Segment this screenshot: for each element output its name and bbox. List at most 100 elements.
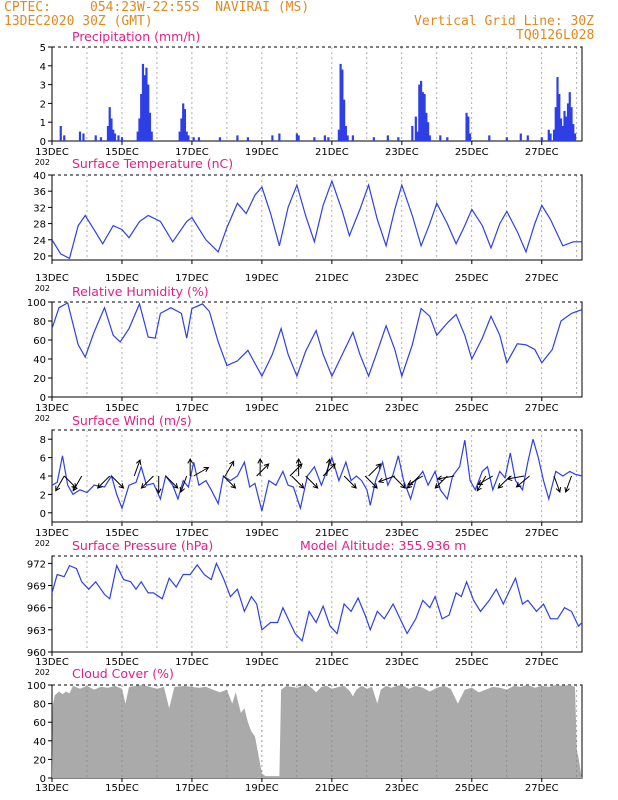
wind-arrow-head	[187, 457, 194, 464]
panel-1-bar	[99, 137, 103, 141]
panel-5-ytick-label: 966	[27, 604, 46, 615]
panel-1-bar	[344, 125, 347, 141]
panel-2-ytick-label: 28	[33, 220, 46, 231]
panel-1-ytick-label: 1	[40, 118, 46, 129]
panel-3-frame	[51, 301, 583, 398]
wind-arrow-head	[434, 483, 441, 489]
header-code: TQ0126L028	[516, 28, 595, 43]
panel-3-xtick-label: 23DEC	[385, 403, 419, 414]
wind-arrow-head	[203, 466, 210, 473]
wind-arrow-shaft	[326, 459, 331, 477]
header-location: 054:23W-22:55S NAVIRAI (MS)	[90, 0, 310, 15]
panel-5-xtick-label: 19DEC	[245, 657, 279, 668]
panel-1-bar	[106, 125, 110, 141]
panel-1-bar	[419, 80, 423, 141]
panel-1-bar	[82, 133, 85, 141]
panel-5-ytick-label: 969	[27, 582, 46, 593]
panel-1-bar	[78, 131, 82, 141]
panel-1-ytick-label: 4	[40, 62, 46, 73]
panel-1-bar	[488, 135, 491, 141]
wind-arrow-head	[400, 483, 406, 489]
panel-6-ytick-label: 20	[33, 755, 46, 766]
panel-1-bar	[108, 107, 111, 141]
panel-1-bar	[185, 131, 188, 141]
wind-arrow-shaft	[305, 475, 319, 489]
panel-1-bar	[295, 133, 298, 141]
panel-1-xtick-label: 19DEC	[245, 147, 279, 158]
panel-4-year-stub: 202	[35, 539, 50, 548]
wind-arrow-shaft	[516, 475, 530, 488]
panel-2-ytick-label: 36	[33, 187, 46, 198]
panel-1-bar	[397, 137, 400, 141]
wind-arrow-head	[375, 463, 382, 469]
wind-arrow-head	[118, 483, 125, 489]
wind-arrow-shaft	[378, 475, 396, 483]
panel-4-xtick-label: 19DEC	[245, 528, 279, 539]
wind-arrow-head	[506, 475, 513, 482]
panel-5-title: Surface Pressure (hPa)	[72, 538, 213, 553]
panel-5-series-line	[51, 561, 583, 643]
panel-5-note: Model Altitude: 355.936 m	[300, 538, 466, 553]
panel-4-title: Surface Wind (m/s)	[72, 413, 192, 428]
panel-4-ytick-label: 2	[40, 490, 46, 501]
panel-1-xtick-label: 23DEC	[385, 147, 419, 158]
wind-arrow-shaft	[343, 475, 357, 489]
panel-4-series-line	[51, 439, 583, 512]
wind-arrow-head	[55, 485, 61, 492]
panel-2-xtick-label: 15DEC	[105, 273, 139, 284]
wind-arrow-head	[230, 483, 237, 489]
panel-1-bar	[505, 137, 508, 141]
panel-2-xtick-label: 21DEC	[315, 273, 349, 284]
panel-1-bar	[467, 116, 470, 141]
panel-1-xtick-label: 21DEC	[315, 147, 349, 158]
panel-4-xtick-label: 23DEC	[385, 528, 419, 539]
panel-3-xtick-label: 15DEC	[105, 403, 139, 414]
wind-arrow-shaft	[141, 475, 154, 489]
panel-4-xtick-label: 15DEC	[105, 528, 139, 539]
panel-1-bar	[120, 137, 124, 141]
panel-1-bar	[136, 131, 139, 141]
wind-arrow-head	[140, 483, 147, 489]
panel-1-bar	[236, 135, 239, 141]
panel-1-bar	[341, 69, 344, 141]
panel-2-ytick-label: 20	[33, 252, 46, 263]
panel-6-xtick-label: 23DEC	[385, 783, 419, 794]
panel-4-xtick-label: 27DEC	[525, 528, 559, 539]
panel-2-xtick-label: 17DEC	[175, 273, 209, 284]
panel-1-bar	[565, 116, 568, 141]
wind-arrow-shaft	[553, 475, 561, 493]
panel-1-bar	[180, 118, 183, 141]
wind-arrow-head	[326, 458, 332, 465]
wind-arrow-shaft	[72, 475, 83, 491]
wind-arrow-head	[263, 463, 270, 469]
panel-6-ytick-label: 40	[33, 737, 46, 748]
panel-1-bar	[63, 135, 66, 141]
panel-6-xtick-label: 25DEC	[455, 783, 489, 794]
panel-1-bar	[446, 137, 449, 141]
panel-2-xtick-label: 13DEC	[35, 273, 69, 284]
panel-1-bar	[547, 129, 550, 141]
header-run: 13DEC2020 30Z (GMT)	[4, 14, 153, 29]
wind-arrow-shaft	[392, 475, 406, 489]
wind-arrow-shaft	[224, 461, 235, 477]
panel-1-bar	[549, 133, 552, 141]
wind-arrow-head	[312, 483, 319, 489]
panel-5-xtick-label: 21DEC	[315, 657, 349, 668]
wind-arrow-shaft	[364, 475, 378, 489]
panel-2-xtick-label: 23DEC	[385, 273, 419, 284]
panel-3-ytick-label: 20	[33, 374, 46, 385]
panel-1-bar	[423, 94, 426, 141]
wind-arrow-head	[295, 457, 302, 464]
panel-1-bar	[313, 137, 316, 141]
panel-1-xtick-label: 25DEC	[455, 147, 489, 158]
panel-1-bar	[150, 131, 153, 141]
panel-1-bar	[386, 135, 389, 141]
wind-arrow-shaft	[368, 463, 381, 477]
panel-1-bar	[192, 137, 195, 141]
panel-1-ytick-label: 2	[40, 99, 46, 110]
panel-2-series-line	[51, 179, 582, 260]
wind-arrow-shaft	[477, 475, 494, 485]
panel-6-ytick-label: 60	[33, 718, 46, 729]
panel-5-frame	[51, 555, 583, 653]
